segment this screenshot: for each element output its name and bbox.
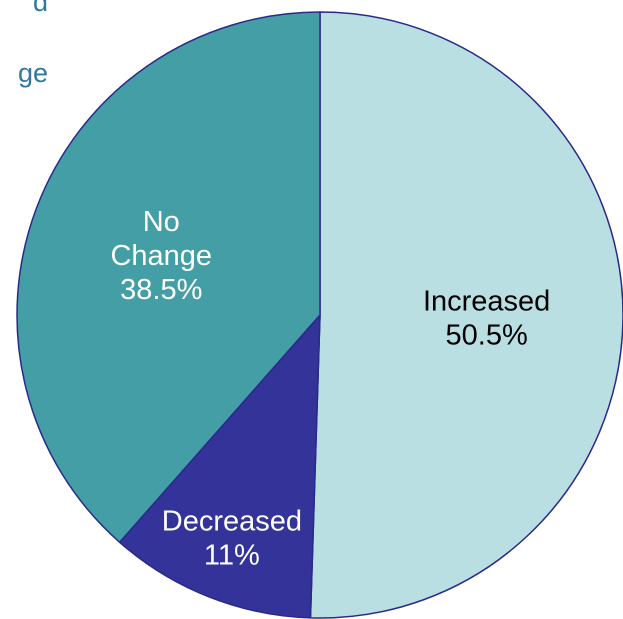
pie-slice-decreased [118, 314, 321, 619]
pie-slice-no-change [16, 11, 321, 544]
slice-label-increased: Increased 50.5% [423, 286, 550, 352]
slice-value-increased: 50.5% [446, 320, 528, 352]
slice-name-decreased: Decreased [162, 506, 302, 538]
slice-label-decreased: Decreased 11% [162, 506, 302, 572]
slice-name-no-change: No [143, 206, 180, 238]
header-text-fragment-2: ge [17, 58, 48, 88]
slice-label-no-change: No Change 38.5% [110, 206, 212, 306]
slice-name-no-change: Change [110, 240, 212, 272]
header-text-fragment-1: d [32, 0, 48, 17]
slice-value-decreased: 11% [204, 540, 260, 572]
slice-value-no-change: 38.5% [120, 274, 202, 306]
slice-name-increased: Increased [423, 286, 550, 318]
